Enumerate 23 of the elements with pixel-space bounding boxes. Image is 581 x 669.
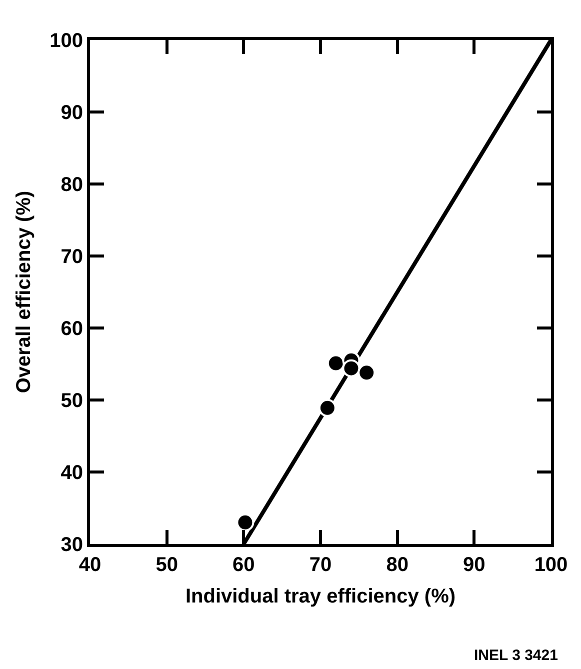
y-tick-label: 50 (60, 390, 83, 412)
x-axis-title: Individual tray efficiency (%) (185, 586, 456, 608)
point (358, 364, 376, 382)
x-tick-label: 60 (232, 554, 255, 576)
x-tick-label: 70 (309, 554, 332, 576)
point (342, 359, 360, 378)
y-tick-label: 90 (60, 102, 83, 124)
y-tick-label: 100 (50, 30, 83, 52)
x-tick-label: 100 (534, 554, 568, 576)
point (318, 398, 336, 417)
point (326, 354, 345, 372)
x-tick-label: 40 (78, 554, 102, 576)
x-tick-label: 90 (463, 554, 486, 576)
x-tick-label: 80 (386, 554, 408, 576)
y-tick-label: 80 (60, 174, 83, 196)
y-axis-title: Overall efficiency (%) (13, 190, 36, 394)
point (236, 513, 254, 532)
y-tick-label: 30 (60, 534, 83, 556)
y-tick-label: 60 (60, 318, 83, 340)
y-tick-label: 40 (60, 462, 83, 484)
y-tick-label: 70 (60, 246, 83, 268)
x-tick-label: 50 (156, 554, 178, 576)
text: INEL 3 3421 (474, 647, 558, 664)
